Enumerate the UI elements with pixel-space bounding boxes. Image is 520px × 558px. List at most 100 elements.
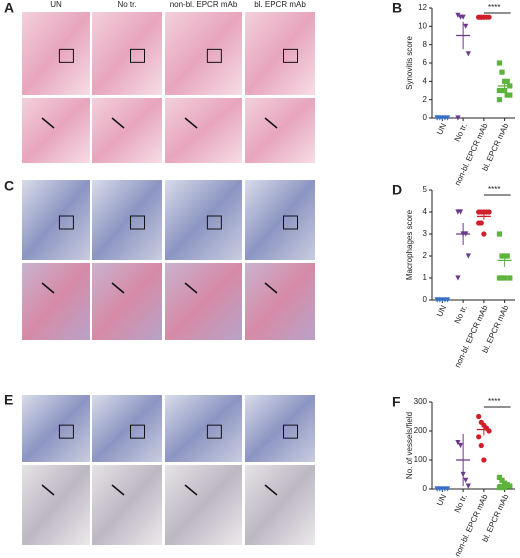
panel-label: F [392,394,401,410]
data-point [504,253,510,259]
data-point [502,484,508,491]
y-tick-label: 0 [423,113,428,122]
y-tick-label: 5 [423,185,428,194]
arrow [41,484,55,496]
histology-image [92,263,162,340]
y-tick-label: 4 [423,76,428,85]
data-point [478,442,484,449]
y-tick-label: 0 [423,295,428,304]
inset-box [283,48,298,63]
column-label: non-bl. EPCR mAb [170,0,238,9]
histology-image [92,465,162,545]
arrow [41,282,55,294]
data-point [481,457,487,463]
panel-label: D [392,182,402,198]
y-tick-label: 10 [418,21,427,30]
panel-label: B [392,0,402,16]
y-tick-label: 2 [423,251,428,260]
data-point [457,442,464,449]
histology-image [92,12,162,95]
x-tick-label: UN [435,304,448,318]
data-point [496,231,503,237]
data-point [455,440,461,446]
data-point [455,115,461,121]
histology-image [22,395,90,462]
data-point [507,275,513,281]
data-point [455,275,461,281]
arrow [184,117,198,129]
data-point [502,275,508,281]
histology-image [165,465,242,545]
inset-box [58,215,74,230]
arrow [111,282,125,294]
histology-image [22,12,90,95]
y-tick-label: 4 [423,207,428,216]
panel-label: C [4,178,14,194]
data-point [465,253,471,259]
data-point [507,483,513,489]
data-point [481,231,487,237]
arrow [184,282,198,294]
histology-image [165,12,242,95]
x-tick-label: No tr. [453,122,469,143]
histology-image [245,180,315,260]
data-point [502,87,508,94]
y-tick-label: 6 [423,58,428,67]
data-point [496,474,503,480]
inset-box [283,215,298,230]
histology-image [245,98,315,163]
data-point [455,12,461,18]
y-tick-label: 0 [423,484,428,493]
data-point [499,69,505,75]
histology-image [165,263,242,340]
histology-image [165,180,242,260]
y-tick-label: 1 [423,273,428,282]
data-point [476,434,482,440]
inset-box [206,48,222,63]
inset-box [130,48,145,63]
inset-box [130,424,145,439]
inset-box [58,48,74,63]
y-tick-label: 12 [418,3,427,12]
column-label: bl. EPCR mAb [254,0,306,9]
panel-label: E [4,392,13,408]
y-tick-label: 3 [423,229,428,238]
data-point [463,23,469,29]
inset-box [206,424,222,439]
inset-box [58,424,74,439]
data-point [499,477,505,483]
arrow [264,117,278,129]
histology-image [165,98,242,163]
arrow [111,484,125,496]
y-tick-label: 2 [423,95,428,104]
arrow [41,117,55,129]
data-point [460,14,466,20]
y-tick-label: 100 [414,455,428,464]
column-label: No tr. [117,0,136,9]
column-label: UN [50,0,62,9]
data-point [486,209,492,215]
y-axis-label: Macrophages score [405,209,414,280]
data-point [476,413,482,420]
arrow [111,117,125,129]
histology-image [22,180,90,260]
x-tick-label: UN [435,122,448,136]
data-point [496,60,503,66]
data-point [465,483,471,489]
inset-box [130,215,145,230]
histology-image [92,98,162,163]
x-tick-label: UN [435,493,448,507]
arrow [184,484,198,496]
histology-image [92,395,162,462]
y-tick-label: 200 [414,426,428,435]
histology-image [165,395,242,462]
data-point [507,92,513,98]
significance-label: **** [488,185,500,194]
data-point [463,477,469,483]
histology-image [245,395,315,462]
x-tick-label: No tr. [453,304,469,325]
panel-label: A [4,0,14,16]
data-point [478,220,484,226]
histology-image [245,465,315,545]
arrow [264,282,278,294]
